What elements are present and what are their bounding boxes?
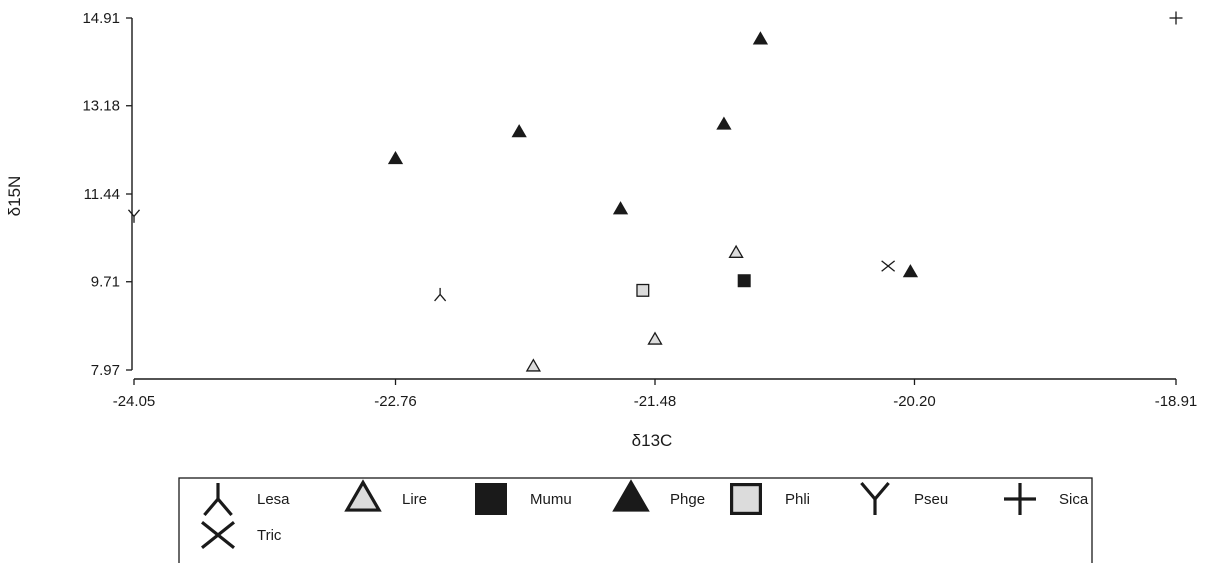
x-tick-label: -20.20 [893, 393, 936, 410]
legend-item-pseu: Pseu [860, 481, 948, 515]
legend-label-lesa: Lesa [257, 491, 290, 508]
legend-label-phli: Phli [785, 491, 810, 508]
legend-marker-tric [201, 520, 235, 550]
x-tick-label: -18.91 [1155, 393, 1198, 410]
legend-label-sica: Sica [1059, 491, 1089, 508]
x-tick-label: -22.76 [374, 393, 417, 410]
legend-label-mumu: Mumu [530, 491, 572, 508]
data-point-lire [647, 331, 663, 345]
data-point-phli [636, 283, 650, 297]
legend-item-lesa: Lesa [203, 483, 290, 517]
x-tick-label: -21.48 [634, 393, 677, 410]
legend-label-phge: Phge [670, 491, 705, 508]
data-point-phge [902, 264, 919, 278]
legend-marker-lesa [203, 483, 233, 517]
y-tick-label: 9.71 [91, 274, 120, 291]
legend-item-phli: Phli [729, 483, 810, 516]
x-tick-label: -24.05 [113, 393, 156, 410]
data-point-lire [728, 244, 744, 258]
legend-marker-pseu [860, 481, 890, 515]
legend-marker-lire [344, 479, 382, 512]
legend-label-tric: Tric [257, 527, 282, 544]
y-tick-label: 13.18 [82, 98, 120, 115]
legend: Lesa Lire Mumu Phge Phli Pseu Sica Tric [201, 479, 1089, 550]
y-tick-label: 7.97 [91, 362, 120, 379]
data-point-lire [525, 358, 541, 372]
data-point-phge [752, 31, 769, 45]
x-axis-title: δ13C [632, 431, 673, 450]
data-point-lesa [434, 287, 447, 302]
legend-label-pseu: Pseu [914, 491, 948, 508]
data-point-phge [612, 201, 629, 215]
data-point-phge [716, 116, 732, 130]
legend-item-tric: Tric [201, 520, 282, 550]
y-tick-label: 11.44 [84, 186, 120, 203]
legend-item-lire: Lire [344, 479, 427, 512]
legend-item-mumu: Mumu [475, 483, 572, 516]
legend-marker-phge [612, 479, 650, 512]
legend-label-lire: Lire [402, 491, 427, 508]
y-tick-label: 14.91 [82, 10, 120, 27]
data-point-mumu [737, 274, 751, 288]
data-point-phge [511, 124, 527, 138]
data-points [127, 11, 1183, 372]
data-point-pseu [127, 209, 141, 223]
data-point-tric [881, 260, 896, 272]
legend-marker-sica [1004, 483, 1036, 515]
plot-axes [131, 18, 1176, 380]
legend-item-phge: Phge [612, 479, 705, 512]
legend-marker-mumu [475, 483, 508, 516]
y-axis-title: δ15N [5, 176, 24, 217]
axis-ticks: -24.05 -22.76 -21.48 -20.20 -18.91 7.97 9.71 11… [82, 10, 1197, 410]
data-point-sica [1169, 11, 1183, 25]
legend-item-sica: Sica [1004, 483, 1089, 515]
data-point-phge [387, 150, 404, 165]
legend-marker-phli [729, 483, 762, 516]
